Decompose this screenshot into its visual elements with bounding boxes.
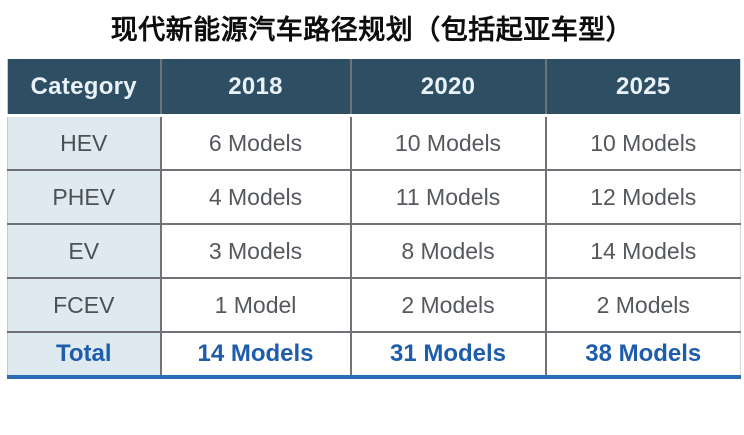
table-cell: 14 Models [545, 224, 741, 279]
table-row-total: Total 14 Models 31 Models 38 Models [7, 332, 741, 379]
column-header-2020: 2020 [350, 59, 547, 117]
ev-roadmap-table: Category 2018 2020 2025 HEV 6 Models 10 … [7, 59, 741, 379]
row-label-phev: PHEV [7, 170, 162, 225]
table-cell: 11 Models [350, 170, 547, 225]
table-row-fcev: FCEV 1 Model 2 Models 2 Models [7, 278, 741, 333]
row-label-ev: EV [7, 224, 162, 279]
table-cell: 2 Models [545, 278, 741, 333]
header-row: Category 2018 2020 2025 [7, 59, 741, 117]
table-cell: 3 Models [160, 224, 352, 279]
table-cell: 1 Model [160, 278, 352, 333]
table-cell: 12 Models [545, 170, 741, 225]
column-header-category: Category [7, 59, 162, 117]
page-title: 现代新能源汽车路径规划（包括起亚车型） [110, 15, 634, 45]
table-cell: 6 Models [160, 115, 352, 171]
table-header: Category 2018 2020 2025 [7, 59, 741, 117]
table-cell: 10 Models [350, 115, 547, 171]
table-cell: 4 Models [160, 170, 352, 225]
table-cell-total: 31 Models [350, 332, 547, 379]
row-label-total: Total [7, 332, 162, 379]
row-label-hev: HEV [7, 115, 162, 171]
table-cell-total: 14 Models [160, 332, 352, 379]
row-label-fcev: FCEV [7, 278, 162, 333]
table-row-ev: EV 3 Models 8 Models 14 Models [7, 224, 741, 279]
column-header-2025: 2025 [545, 59, 741, 117]
table-cell: 8 Models [350, 224, 547, 279]
table-cell: 2 Models [350, 278, 547, 333]
table-row-hev: HEV 6 Models 10 Models 10 Models [7, 115, 741, 171]
table-cell-total: 38 Models [545, 332, 741, 379]
table-row-phev: PHEV 4 Models 11 Models 12 Models [7, 170, 741, 225]
column-header-2018: 2018 [160, 59, 352, 117]
table-body: HEV 6 Models 10 Models 10 Models PHEV 4 … [7, 115, 741, 379]
table-cell: 10 Models [545, 115, 741, 171]
